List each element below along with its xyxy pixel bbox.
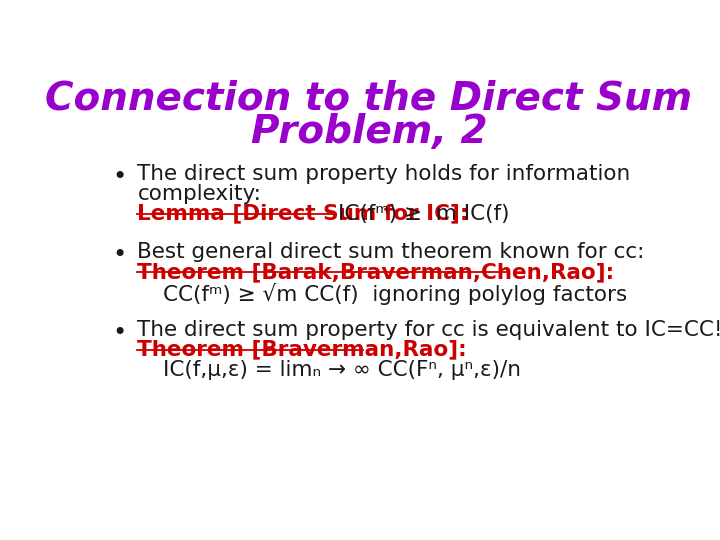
Text: The direct sum property holds for information: The direct sum property holds for inform… (138, 164, 631, 184)
Text: Theorem [Braverman,Rao]:: Theorem [Braverman,Rao]: (138, 340, 467, 360)
Text: IC(f,μ,ε) = limₙ → ∞ CC(Fⁿ, μⁿ,ε)/n: IC(f,μ,ε) = limₙ → ∞ CC(Fⁿ, μⁿ,ε)/n (163, 360, 521, 381)
Text: The direct sum property for cc is equivalent to IC=CC!: The direct sum property for cc is equiva… (138, 320, 720, 340)
Text: Theorem [Barak,Braverman,Chen,Rao]:: Theorem [Barak,Braverman,Chen,Rao]: (138, 262, 615, 282)
Text: CC(fᵐ) ≥ √m CC(f)  ignoring polylog factors: CC(fᵐ) ≥ √m CC(f) ignoring polylog facto… (163, 282, 627, 305)
Text: •: • (112, 321, 127, 345)
Text: •: • (112, 165, 127, 188)
Text: Best general direct sum theorem known for cc:: Best general direct sum theorem known fo… (138, 242, 645, 262)
Text: complexity:: complexity: (138, 184, 261, 204)
Text: •: • (112, 243, 127, 267)
Text: Lemma [Direct Sum for IC]:: Lemma [Direct Sum for IC]: (138, 204, 477, 224)
Text: Connection to the Direct Sum: Connection to the Direct Sum (45, 79, 693, 117)
Text: Problem, 2: Problem, 2 (251, 113, 487, 151)
Text: IC(fᵐ) ≥  m IC(f): IC(fᵐ) ≥ m IC(f) (338, 204, 510, 224)
